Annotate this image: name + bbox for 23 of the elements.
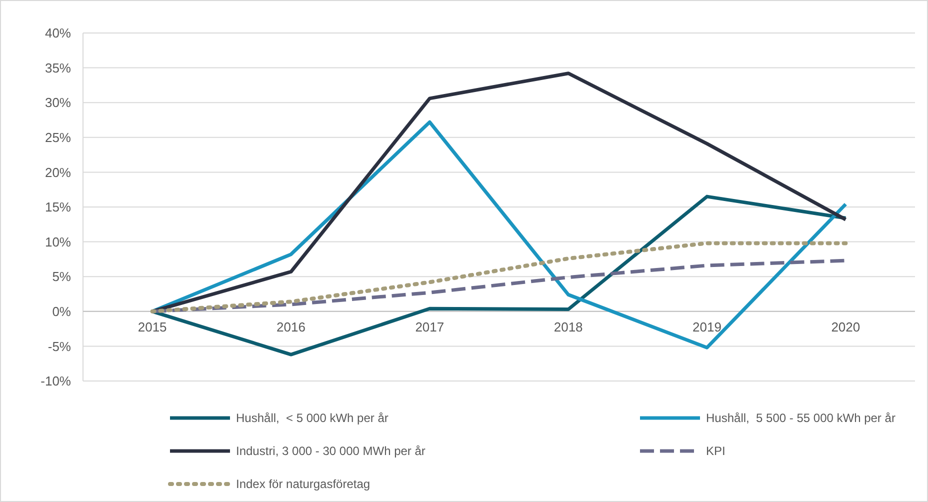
y-tick-label: 30% [44,95,72,110]
x-tick-label: 2017 [415,319,444,334]
x-tick-label: 2015 [138,319,167,334]
y-tick-label: 5% [52,269,72,284]
y-tick-label: 0% [52,304,72,319]
legend-label: Hushåll, < 5 000 kWh per år [236,411,388,426]
legend-label: Hushåll, 5 500 - 55 000 kWh per år [706,411,896,426]
y-tick-label: 15% [44,200,72,215]
y-tick-label: 20% [44,164,72,180]
legend-label: Industri, 3 000 - 30 000 MWh per år [236,444,426,458]
legend-label: Index för naturgasföretag [236,477,370,492]
y-tick-label: -10% [40,374,72,389]
x-tick-label: 2018 [554,319,583,334]
y-tick-label: 10% [44,234,72,250]
x-tick-label: 2019 [692,319,722,334]
y-tick-label: 25% [44,130,72,145]
y-tick-label: 40% [44,26,72,41]
line-series [150,241,848,314]
x-tick-label: 2020 [831,319,860,334]
y-tick-label: 35% [44,60,72,76]
legend-label: KPI [706,444,726,458]
y-tick-label: -5% [48,338,72,354]
x-tick-label: 2016 [276,319,306,334]
